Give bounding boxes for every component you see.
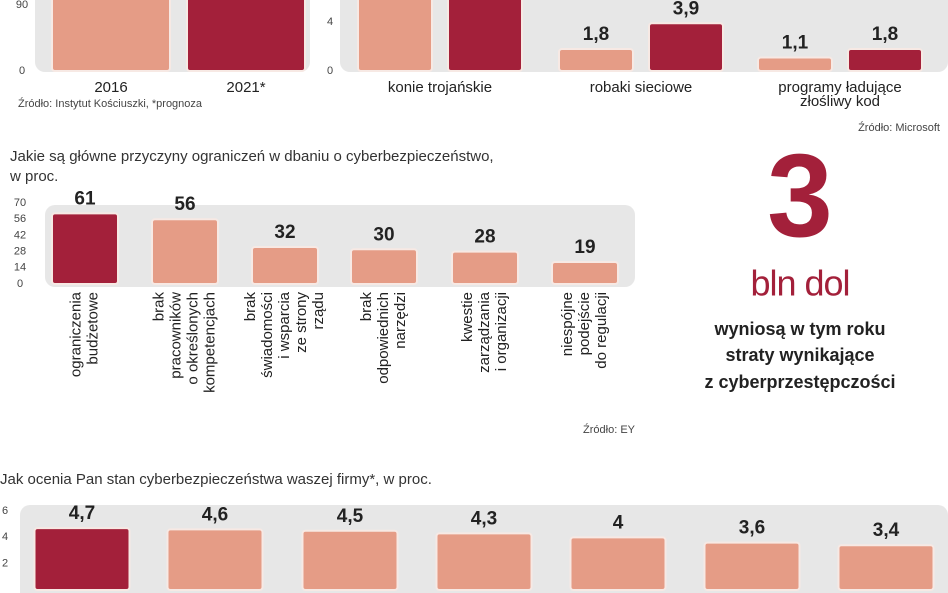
callout-text: wyniosą w tym roku (713, 319, 885, 339)
bar (51, 0, 171, 72)
source: Źródło: Microsoft (858, 121, 940, 134)
panel (45, 205, 635, 287)
bar (435, 532, 533, 592)
y-tick-label: 6 (2, 505, 8, 517)
chart-title: Jak ocenia Pan stan cyberbezpieczeństwa … (0, 471, 432, 488)
bar (757, 56, 833, 73)
x-tick-label: 2016 (94, 79, 127, 96)
value-label: 1,8 (872, 24, 898, 45)
y-tick-label: 4 (327, 16, 333, 28)
value-label: 4,3 (471, 508, 497, 529)
bar (703, 541, 801, 591)
bar (151, 218, 219, 285)
x-tick-label: i organizacji (493, 292, 510, 371)
x-tick-label: 2021* (226, 79, 265, 96)
chart-title: Jakie są główne przyczyny ograniczeń w d… (10, 148, 494, 165)
bar (551, 261, 619, 285)
value-label: 1,8 (583, 24, 609, 45)
bar (166, 528, 264, 592)
y-tick-label: 14 (14, 262, 26, 274)
y-tick-label: 0 (17, 278, 23, 290)
x-tick-label: kwestie (459, 292, 476, 342)
x-tick-label: niespójne (559, 292, 576, 356)
value-label: 3,6 (739, 518, 765, 539)
callout-number: 3 (767, 130, 833, 262)
bar (569, 536, 667, 591)
value-label: 4,7 (69, 503, 95, 524)
bar (847, 47, 923, 72)
bar (51, 212, 119, 286)
value-label: 3,4 (873, 520, 900, 541)
bar (301, 529, 399, 591)
callout-text: z cyberprzestępczości (704, 372, 895, 392)
x-tick-label: kompetencjach (201, 292, 218, 393)
bar (186, 0, 306, 72)
source: Źródło: Instytut Kościuszki, *prognoza (18, 97, 203, 110)
value-label: 61 (74, 188, 96, 209)
x-tick-label: do regulacji (593, 292, 610, 369)
x-tick-label: ze strony (293, 292, 310, 353)
x-tick-label: i wsparcia (276, 291, 293, 358)
value-label: 19 (574, 237, 595, 258)
callout-text: straty wynikające (725, 345, 874, 365)
x-tick-label: brak (358, 292, 375, 322)
bar (447, 0, 523, 72)
x-tick-label: konie trojańskie (388, 79, 492, 96)
value-label: 4,6 (202, 504, 228, 525)
y-tick-label: 2 (2, 558, 8, 570)
bar (350, 248, 418, 286)
chart-title: w proc. (9, 168, 58, 185)
value-label: 3,9 (673, 0, 699, 19)
value-label: 56 (174, 194, 195, 215)
value-label: 1,1 (782, 33, 809, 54)
x-tick-label: podejście (576, 292, 593, 355)
y-tick-label: 0 (327, 65, 333, 77)
source: Źródło: EY (583, 423, 636, 436)
x-tick-label: złośliwy kod (800, 93, 880, 110)
y-tick-label: 56 (14, 213, 26, 225)
x-tick-label: programy ładujące (778, 79, 901, 96)
x-tick-label: narzędzi (392, 292, 409, 349)
x-tick-label: świadomości (259, 292, 276, 378)
bar (648, 22, 724, 73)
bar (558, 47, 634, 72)
bar (33, 527, 131, 591)
x-tick-label: budżetowe (84, 292, 101, 365)
callout-unit: bln dol (750, 263, 849, 304)
y-tick-label: 42 (14, 229, 26, 241)
x-tick-label: zarządzania (476, 291, 493, 373)
x-tick-label: pracowników (167, 292, 184, 379)
x-tick-label: rządu (310, 292, 327, 330)
x-tick-label: brak (150, 292, 167, 322)
y-tick-label: 70 (14, 197, 26, 209)
x-tick-label: odpowiednich (375, 292, 392, 384)
bar (251, 245, 319, 286)
bar (837, 544, 935, 592)
value-label: 32 (274, 222, 295, 243)
y-tick-label: 4 (2, 531, 8, 543)
y-tick-label: 0 (19, 65, 25, 77)
y-tick-label: 28 (14, 246, 26, 258)
value-label: 30 (373, 224, 394, 245)
x-tick-label: o określonych (184, 292, 201, 385)
x-tick-label: robaki sieciowe (590, 79, 693, 96)
value-label: 28 (474, 227, 495, 248)
x-tick-label: ograniczenia (67, 291, 84, 377)
bar (357, 0, 433, 72)
bar (451, 250, 519, 286)
y-tick-label: 90 (16, 0, 28, 11)
x-tick-label: brak (242, 292, 259, 322)
value-label: 4 (613, 512, 624, 533)
value-label: 4,5 (337, 506, 364, 527)
